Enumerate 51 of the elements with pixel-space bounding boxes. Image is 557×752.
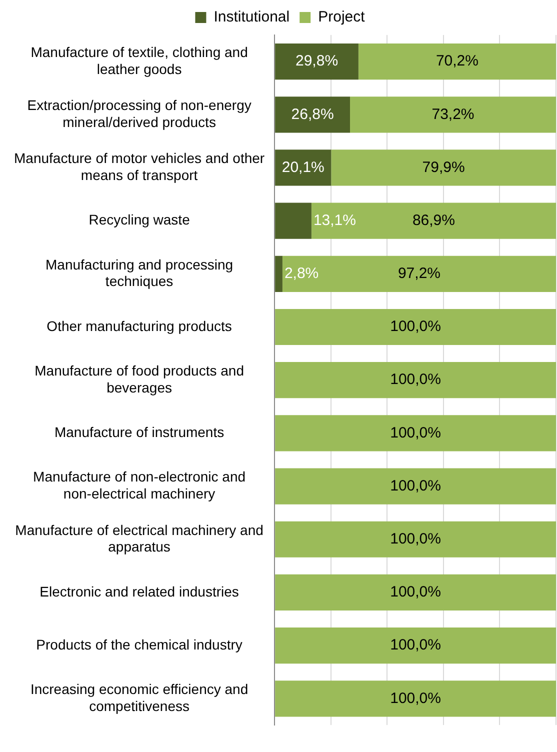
y-tick-label: Electronic and related industries [40,583,239,600]
data-label: 20,1% [282,158,324,176]
bar [275,43,358,80]
data-label: 100,0% [390,584,441,601]
legend-label: Institutional [214,8,290,26]
y-tick-label: Manufacture of food products and beverages [34,362,244,396]
bar [275,680,556,717]
data-label: 100,0% [390,371,441,388]
bar [275,415,556,452]
y-tick-label: Products of the chemical industry [36,636,242,652]
data-label: 73,2% [432,106,474,123]
bar [350,96,556,133]
data-label: 97,2% [398,265,440,282]
bar [282,256,556,292]
y-tick-label: Other manufacturing products [46,318,232,334]
y-tick-label: Manufacture of non-electronic and non-electrical machinery [33,468,246,502]
data-label: 2,8% [284,265,319,282]
y-tick-label: Extraction/processing of non-energy mineral/derived products [27,97,252,130]
bar [331,150,556,186]
y-tick-label: Manufacture of motor vehicles and other means of transport [14,150,265,183]
bar [275,521,556,558]
bar [311,202,556,239]
y-tick-label: Recycling waste [88,212,190,228]
bar [275,628,556,664]
data-label: 100,0% [390,636,441,654]
bar [275,468,556,504]
y-tick-label: Increasing economic efficiency and competitiveness [30,681,248,714]
bar [275,256,282,292]
y-tick-label: Manufacture of electrical machinery and apparatus [15,522,264,555]
legend-label: Project [318,8,366,26]
bar [275,150,332,186]
bar [275,308,556,346]
bar [275,574,556,611]
y-tick-label: Manufacture of textile, clothing and leather goods [30,44,248,77]
data-label: 29,8% [295,52,338,70]
data-label: 26,8% [291,106,334,123]
data-label: 100,0% [390,318,441,336]
data-label: 79,9% [422,158,465,176]
data-label: 100,0% [390,424,441,442]
bar [275,96,350,133]
bar [275,362,556,398]
data-label: 100,0% [390,690,441,707]
data-label: 13,1% [313,212,356,229]
data-label: 100,0% [390,477,441,494]
y-tick-label: Manufacture of instruments [54,424,224,440]
data-label: 86,9% [412,212,455,229]
data-label: 70,2% [436,52,478,70]
y-tick-label: Manufacturing and processing techniques [46,256,234,290]
bar [358,43,556,80]
data-label: 100,0% [390,530,441,548]
bar [275,202,312,239]
